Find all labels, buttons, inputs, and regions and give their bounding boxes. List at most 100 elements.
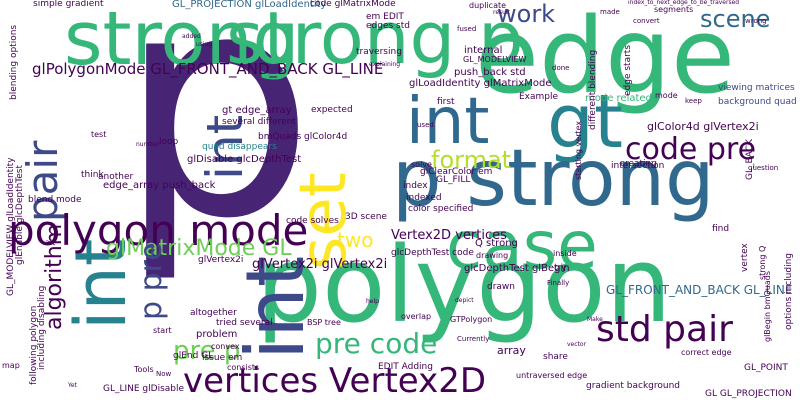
word-following-polygon: following polygon [30, 306, 39, 385]
word-made: made [600, 9, 620, 16]
word-solve: solve [411, 161, 432, 169]
word-untraversed-edge: untraversed edge [516, 372, 587, 380]
word-alt: alt [45, 239, 55, 247]
word-edge-array-push-back: edge_array push_back [103, 181, 215, 191]
word-glcolor4d-glvertex2i: glColor4d glVertex2i [647, 121, 759, 132]
word-glvertex2i-glvertex2i: glVertex2i glVertex2i [252, 258, 387, 271]
word-gldisable-glcdepthtest: glDisable glcDepthTest [187, 155, 301, 165]
word-finally: Finally [547, 280, 569, 287]
word-first: first [437, 98, 455, 107]
word-several-different: several different [222, 118, 296, 127]
word-edge-starts: edge starts [624, 45, 633, 96]
word-vertex: vertex [741, 243, 750, 272]
word-two: two [337, 230, 373, 250]
word-now: Now [156, 371, 171, 378]
word-glenable-glcdepthtest: glEnable glcDepthTest [16, 165, 25, 265]
word-mode: mode [655, 92, 678, 100]
word-used: used [417, 122, 434, 129]
word-segments: segments [654, 6, 693, 14]
word-std-pair: std pair [596, 312, 733, 348]
word-bmquads-glcolor4d: bmQuads glColor4d [258, 133, 347, 142]
word-glcdepthtest-code: glcDepthTest code [391, 249, 474, 258]
word-gl-back: GL_BACK [746, 139, 755, 180]
word-done: done [552, 65, 569, 72]
word-share: share [543, 353, 568, 362]
word-blend-mode: blend mode [28, 196, 82, 205]
word-indexed: indexed [406, 194, 442, 203]
word-drawn: drawn [487, 283, 515, 292]
word-glpolygonmode: glPolygonMode GL_FRONT_AND_BACK GL_LINE [32, 62, 383, 77]
word-traversing: traversing [356, 48, 402, 57]
word-tried-several: tried several [216, 319, 273, 328]
word-yet: Yet [68, 383, 77, 389]
word-q-strong: Q strong [475, 239, 518, 249]
word-using: using [196, 42, 212, 48]
word-loop: loop [159, 138, 178, 147]
word-result: result [493, 10, 510, 16]
word-question: question [748, 165, 778, 172]
word-gradient-background: gradient background [586, 382, 680, 391]
word-gl-gl-projection: GL GL_PROJECTION [705, 390, 792, 399]
word-glbegin-bmquads: glBegin bmQuads [764, 271, 772, 342]
word-altogether: altogether [190, 309, 237, 318]
word-tools: Tools [134, 366, 154, 374]
word-array: array [497, 345, 526, 356]
word-convert: convert [633, 18, 660, 25]
word-example: Example [519, 93, 558, 102]
word-gl-fill: GL_FILL [436, 176, 470, 185]
word-3d-scene: 3D scene [345, 213, 387, 222]
word-gl-point: GL_POINT [744, 364, 788, 373]
word-find: find [712, 225, 729, 234]
word-glloadidentity-glmatrixmode: glLoadIdentity glMatrixMode [409, 79, 551, 89]
word-fused: fused [457, 26, 476, 33]
word-drawing: drawing [476, 252, 508, 260]
word-edges-std: edges std [366, 22, 410, 31]
word-internal: internal [464, 46, 502, 56]
word-number: number [136, 142, 159, 148]
word-pre-code: pre code [315, 330, 437, 358]
word-wrong: wrong [745, 18, 767, 25]
word-test: test [91, 131, 106, 139]
word-inside: inside [553, 250, 577, 258]
word-depict: depict [455, 298, 474, 304]
word-make: Make [587, 317, 603, 323]
word-p-pre: p pre [137, 242, 167, 320]
word-expected: expected [311, 106, 353, 115]
word-including-disabling: including disabling [38, 286, 47, 370]
word-gl-projection-glloadidentity: GL_PROJECTION glLoadIdentity [172, 0, 326, 10]
word-map: map [2, 362, 20, 370]
word-vector: vector [567, 342, 586, 348]
word-gtpolygon: GTPolygon [450, 316, 492, 324]
word-glend-gl: glEnd GL [173, 352, 213, 361]
word-creating: creating [620, 160, 657, 169]
word-blending-options: blending options [10, 25, 19, 100]
word-explaining: explaining [369, 62, 400, 68]
word-keep: keep [685, 98, 702, 105]
word-gt-edge-array: gt edge_array [222, 106, 292, 116]
word-convex: convex [211, 343, 240, 351]
word-different-blending: different blending [589, 50, 598, 130]
word-code-solves: code solves [286, 217, 339, 226]
word-viewing-matrices: viewing matrices [718, 84, 795, 93]
word-quad-disappears: quad disappears [202, 143, 277, 152]
word-glvertex2i: glVertex2i [198, 256, 243, 265]
word-color-specified: color specified [408, 205, 473, 214]
word-edit-adding: EDIT Adding [378, 363, 433, 372]
word-code-glmatrixmode: code glMatrixMode [310, 0, 396, 9]
word-simple-gradient: simple gradient [33, 0, 103, 9]
word-bsp-tree: BSP tree [307, 319, 341, 327]
word-options-including: options including [785, 253, 794, 330]
word-added: added [182, 34, 201, 40]
word-correct-edge: correct edge [681, 349, 732, 357]
word-try: try [554, 264, 567, 273]
word-start: start [153, 327, 172, 335]
word-currently: Currently [457, 336, 489, 343]
word-overlap: overlap [401, 313, 431, 321]
word-background-quad: background quad [718, 98, 797, 107]
word-consists: consists [227, 364, 259, 372]
word-index: index [403, 182, 428, 191]
word-help: help [366, 299, 379, 305]
word-starting-vertex: starting vertex [575, 121, 583, 180]
word-strong-q: strong Q [759, 246, 767, 280]
